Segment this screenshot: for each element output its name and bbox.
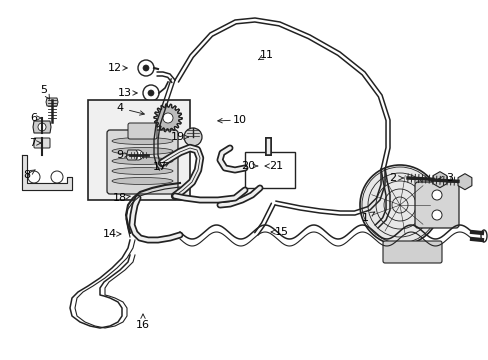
FancyBboxPatch shape <box>382 241 441 263</box>
Text: 12: 12 <box>108 63 122 73</box>
Polygon shape <box>33 121 51 133</box>
Ellipse shape <box>112 148 173 154</box>
Ellipse shape <box>112 167 173 175</box>
Circle shape <box>133 150 142 160</box>
Text: 17: 17 <box>153 162 167 172</box>
Text: 18: 18 <box>113 193 127 203</box>
Text: 11: 11 <box>260 50 273 60</box>
Ellipse shape <box>112 138 173 144</box>
Polygon shape <box>154 104 182 132</box>
FancyBboxPatch shape <box>128 123 157 139</box>
Text: 15: 15 <box>274 227 288 237</box>
Polygon shape <box>126 150 138 160</box>
Text: 7: 7 <box>29 138 37 148</box>
Bar <box>88 100 190 200</box>
FancyBboxPatch shape <box>34 138 50 148</box>
Text: 4: 4 <box>116 103 123 113</box>
Text: 2: 2 <box>388 173 396 183</box>
Ellipse shape <box>112 177 173 185</box>
Text: 9: 9 <box>116 150 123 160</box>
Text: 14: 14 <box>103 229 117 239</box>
Circle shape <box>183 128 202 146</box>
Circle shape <box>138 60 154 76</box>
Bar <box>244 152 294 188</box>
FancyBboxPatch shape <box>414 182 458 228</box>
Ellipse shape <box>480 230 486 242</box>
Circle shape <box>163 113 173 123</box>
Text: 8: 8 <box>23 170 30 180</box>
Polygon shape <box>46 98 58 106</box>
Text: 6: 6 <box>30 113 38 123</box>
Circle shape <box>148 90 154 96</box>
Circle shape <box>38 123 46 131</box>
Circle shape <box>51 171 63 183</box>
Circle shape <box>28 171 40 183</box>
Circle shape <box>359 165 439 245</box>
Polygon shape <box>457 174 471 190</box>
Text: 3: 3 <box>446 173 452 183</box>
Text: 13: 13 <box>118 88 132 98</box>
Circle shape <box>142 85 159 101</box>
Text: 5: 5 <box>41 85 47 95</box>
Text: 20: 20 <box>241 161 255 171</box>
Ellipse shape <box>112 158 173 165</box>
Text: 1: 1 <box>361 213 368 223</box>
Polygon shape <box>432 172 446 188</box>
Text: 16: 16 <box>136 320 150 330</box>
Text: 19: 19 <box>171 132 184 142</box>
Circle shape <box>142 65 149 71</box>
Circle shape <box>431 210 441 220</box>
FancyBboxPatch shape <box>107 130 178 194</box>
Text: 21: 21 <box>268 161 283 171</box>
Circle shape <box>431 190 441 200</box>
Text: 10: 10 <box>232 115 246 125</box>
Polygon shape <box>22 155 72 190</box>
